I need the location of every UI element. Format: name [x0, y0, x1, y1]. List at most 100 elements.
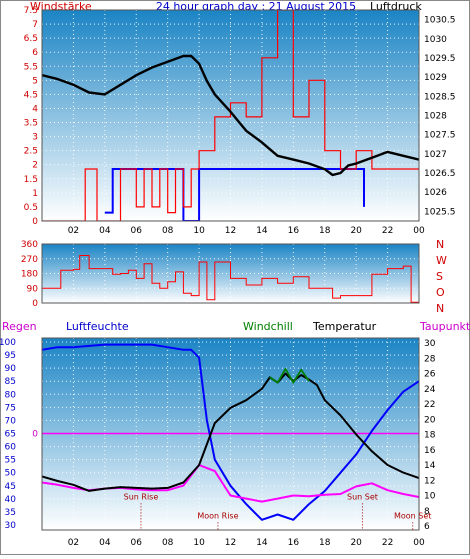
direction-tick-label: 180 [21, 270, 38, 280]
pressure-series [42, 54, 419, 177]
humidity-label: Luftfeuchte [66, 320, 129, 333]
pressure-tick-label: 1030 [424, 35, 447, 45]
x-tick-label: 06 [131, 226, 143, 236]
x-tick-label: 02 [68, 226, 79, 236]
direction-letter: O [436, 286, 445, 299]
temperature-tick-label: 24 [424, 385, 436, 395]
humidity-tick-label: 70 [5, 416, 17, 426]
x-tick-label: 22 [382, 538, 393, 548]
x-tick-label: 12 [225, 538, 236, 548]
temperature-tick-label: 28 [424, 354, 436, 364]
mid-axes: 0 90 180 270 360 [21, 240, 38, 309]
wind-tick-label: 3 [32, 133, 38, 143]
pressure-tick-label: 1027 [424, 150, 447, 160]
humidity-tick-label: 40 [5, 495, 17, 505]
x-tick-label: 14 [256, 226, 268, 236]
astro-annotation: Sun Rise [124, 492, 159, 501]
direction-tick-label: 360 [21, 240, 38, 250]
astro-annotation: Moon Rise [197, 511, 238, 520]
temperature-tick-label: 14 [424, 461, 436, 471]
x-tick-label: 20 [350, 538, 362, 548]
wind-tick-label: 2 [32, 161, 38, 171]
rain-tick-label: 0 [32, 430, 38, 440]
bottom-plot-border [41, 337, 420, 531]
humidity-tick-label: 55 [5, 456, 16, 466]
direction-series [42, 255, 419, 303]
temperature-tick-label: 8 [424, 507, 430, 517]
direction-tick-label: 270 [21, 255, 38, 265]
temperature-tick-label: 6 [424, 522, 430, 532]
windchill-label: Windchill [243, 320, 293, 333]
humidity-tick-label: 75 [5, 403, 16, 413]
direction-letter: S [436, 270, 443, 283]
wind-tick-label: 4 [32, 104, 38, 114]
humidity-series [42, 343, 419, 521]
x-tick-label: 00 [413, 226, 425, 236]
x-tick-label: 16 [288, 226, 300, 236]
temperature-tick-label: 20 [424, 415, 436, 425]
x-tick-label: 06 [131, 538, 143, 548]
wind-tick-label: 4.5 [24, 90, 38, 100]
top-axes: 0 0.5 1 1.5 2 2.5 3 3.5 4 4.5 5 5.5 6 6.5 7 7.5 1025.5 10… [24, 6, 456, 236]
wind-tick-label: 1.5 [24, 175, 38, 185]
pressure-tick-label: 1029.5 [424, 54, 456, 64]
x-tick-label: 22 [382, 226, 393, 236]
x-tick-label: 18 [319, 538, 331, 548]
pressure-tick-label: 1029 [424, 73, 447, 83]
mid-series [42, 255, 419, 303]
temperature-tick-label: 16 [424, 446, 436, 456]
bottom-axes: 3035404550556065707580859095100681012141… [0, 338, 436, 548]
wind-tick-label: 2.5 [24, 147, 38, 157]
top-grid [42, 9, 420, 222]
wind-tick-label: 6 [32, 48, 38, 58]
temperature-tick-label: 22 [424, 400, 435, 410]
x-tick-label: 04 [99, 226, 111, 236]
x-tick-label: 02 [68, 538, 79, 548]
wind-tick-label: 1 [32, 189, 38, 199]
wind-tick-label: 3.5 [24, 119, 38, 129]
humidity-tick-label: 35 [5, 508, 16, 518]
x-tick-label: 08 [162, 226, 174, 236]
astro-annotation: Moon Set [394, 511, 431, 520]
dewpoint-label: Taupunkt [419, 320, 470, 333]
pressure-tick-label: 1028.5 [424, 92, 456, 102]
direction-letter: N [436, 302, 444, 315]
humidity-tick-label: 85 [5, 377, 16, 387]
wind-tick-label: 0 [32, 217, 38, 227]
x-tick-label: 00 [413, 538, 425, 548]
pressure-tick-label: 1026.5 [424, 169, 456, 179]
top-plot-border [41, 9, 420, 222]
x-tick-label: 18 [319, 226, 331, 236]
temperature-tick-label: 10 [424, 492, 436, 502]
humidity-tick-label: 45 [5, 482, 16, 492]
wind-tick-label: 5 [32, 76, 38, 86]
humidity-tick-label: 80 [5, 390, 17, 400]
pressure-tick-label: 1027.5 [424, 131, 456, 141]
humidity-tick-label: 50 [5, 469, 17, 479]
pressure-tick-label: 1028 [424, 112, 447, 122]
wind-series [42, 10, 419, 221]
x-tick-label: 04 [99, 538, 111, 548]
pressure-tick-label: 1026 [424, 188, 447, 198]
rain-label: Regen [2, 320, 37, 333]
x-tick-label: 20 [350, 226, 362, 236]
windchill-series [269, 367, 310, 384]
direction-letter: W [436, 254, 447, 267]
temperature-tick-label: 26 [424, 370, 436, 380]
bottom-panel: 3035404550556065707580859095100681012141… [0, 337, 436, 548]
temperature-tick-label: 30 [424, 339, 436, 349]
astro-annotation: Sun Set [347, 492, 378, 501]
temperature-series [42, 372, 419, 492]
humidity-tick-label: 100 [0, 338, 16, 348]
humidity-tick-label: 30 [5, 521, 17, 531]
x-tick-label: 10 [193, 226, 205, 236]
pressure-tick-label: 1025.5 [424, 207, 456, 217]
temperature-tick-label: 18 [424, 431, 436, 441]
top-panel: 0 0.5 1 1.5 2 2.5 3 3.5 4 4.5 5 5.5 6 6.5 7 7.5 1025.5 10… [24, 6, 456, 236]
temperature-label: Temperatur [312, 320, 377, 333]
humidity-tick-label: 60 [5, 443, 17, 453]
direction-tick-label: 0 [32, 299, 38, 309]
